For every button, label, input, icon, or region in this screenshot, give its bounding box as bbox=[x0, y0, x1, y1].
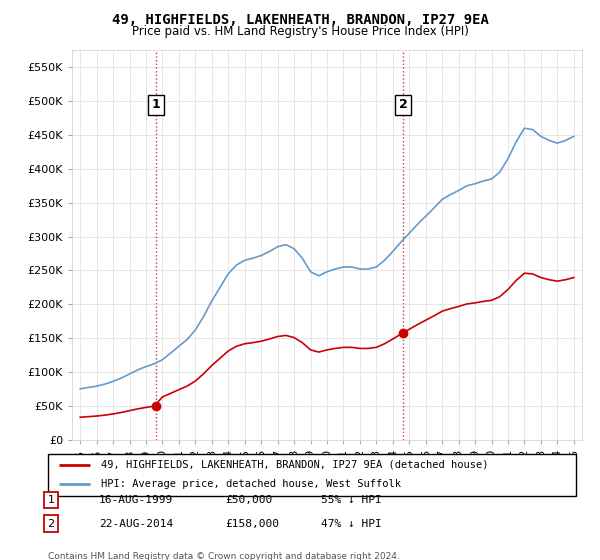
Text: Price paid vs. HM Land Registry's House Price Index (HPI): Price paid vs. HM Land Registry's House … bbox=[131, 25, 469, 38]
Text: 49, HIGHFIELDS, LAKENHEATH, BRANDON, IP27 9EA (detached house): 49, HIGHFIELDS, LAKENHEATH, BRANDON, IP2… bbox=[101, 460, 488, 470]
Text: 49, HIGHFIELDS, LAKENHEATH, BRANDON, IP27 9EA: 49, HIGHFIELDS, LAKENHEATH, BRANDON, IP2… bbox=[112, 13, 488, 27]
Text: 2: 2 bbox=[399, 99, 408, 111]
Text: 55% ↓ HPI: 55% ↓ HPI bbox=[321, 495, 382, 505]
Text: HPI: Average price, detached house, West Suffolk: HPI: Average price, detached house, West… bbox=[101, 479, 401, 489]
Text: 22-AUG-2014: 22-AUG-2014 bbox=[99, 519, 173, 529]
Text: £158,000: £158,000 bbox=[225, 519, 279, 529]
Text: Contains HM Land Registry data © Crown copyright and database right 2024.: Contains HM Land Registry data © Crown c… bbox=[48, 552, 400, 560]
Text: 2: 2 bbox=[47, 519, 55, 529]
Text: 1: 1 bbox=[47, 495, 55, 505]
Text: £50,000: £50,000 bbox=[225, 495, 272, 505]
Text: 16-AUG-1999: 16-AUG-1999 bbox=[99, 495, 173, 505]
Text: 47% ↓ HPI: 47% ↓ HPI bbox=[321, 519, 382, 529]
FancyBboxPatch shape bbox=[48, 454, 576, 496]
Text: 1: 1 bbox=[152, 99, 161, 111]
